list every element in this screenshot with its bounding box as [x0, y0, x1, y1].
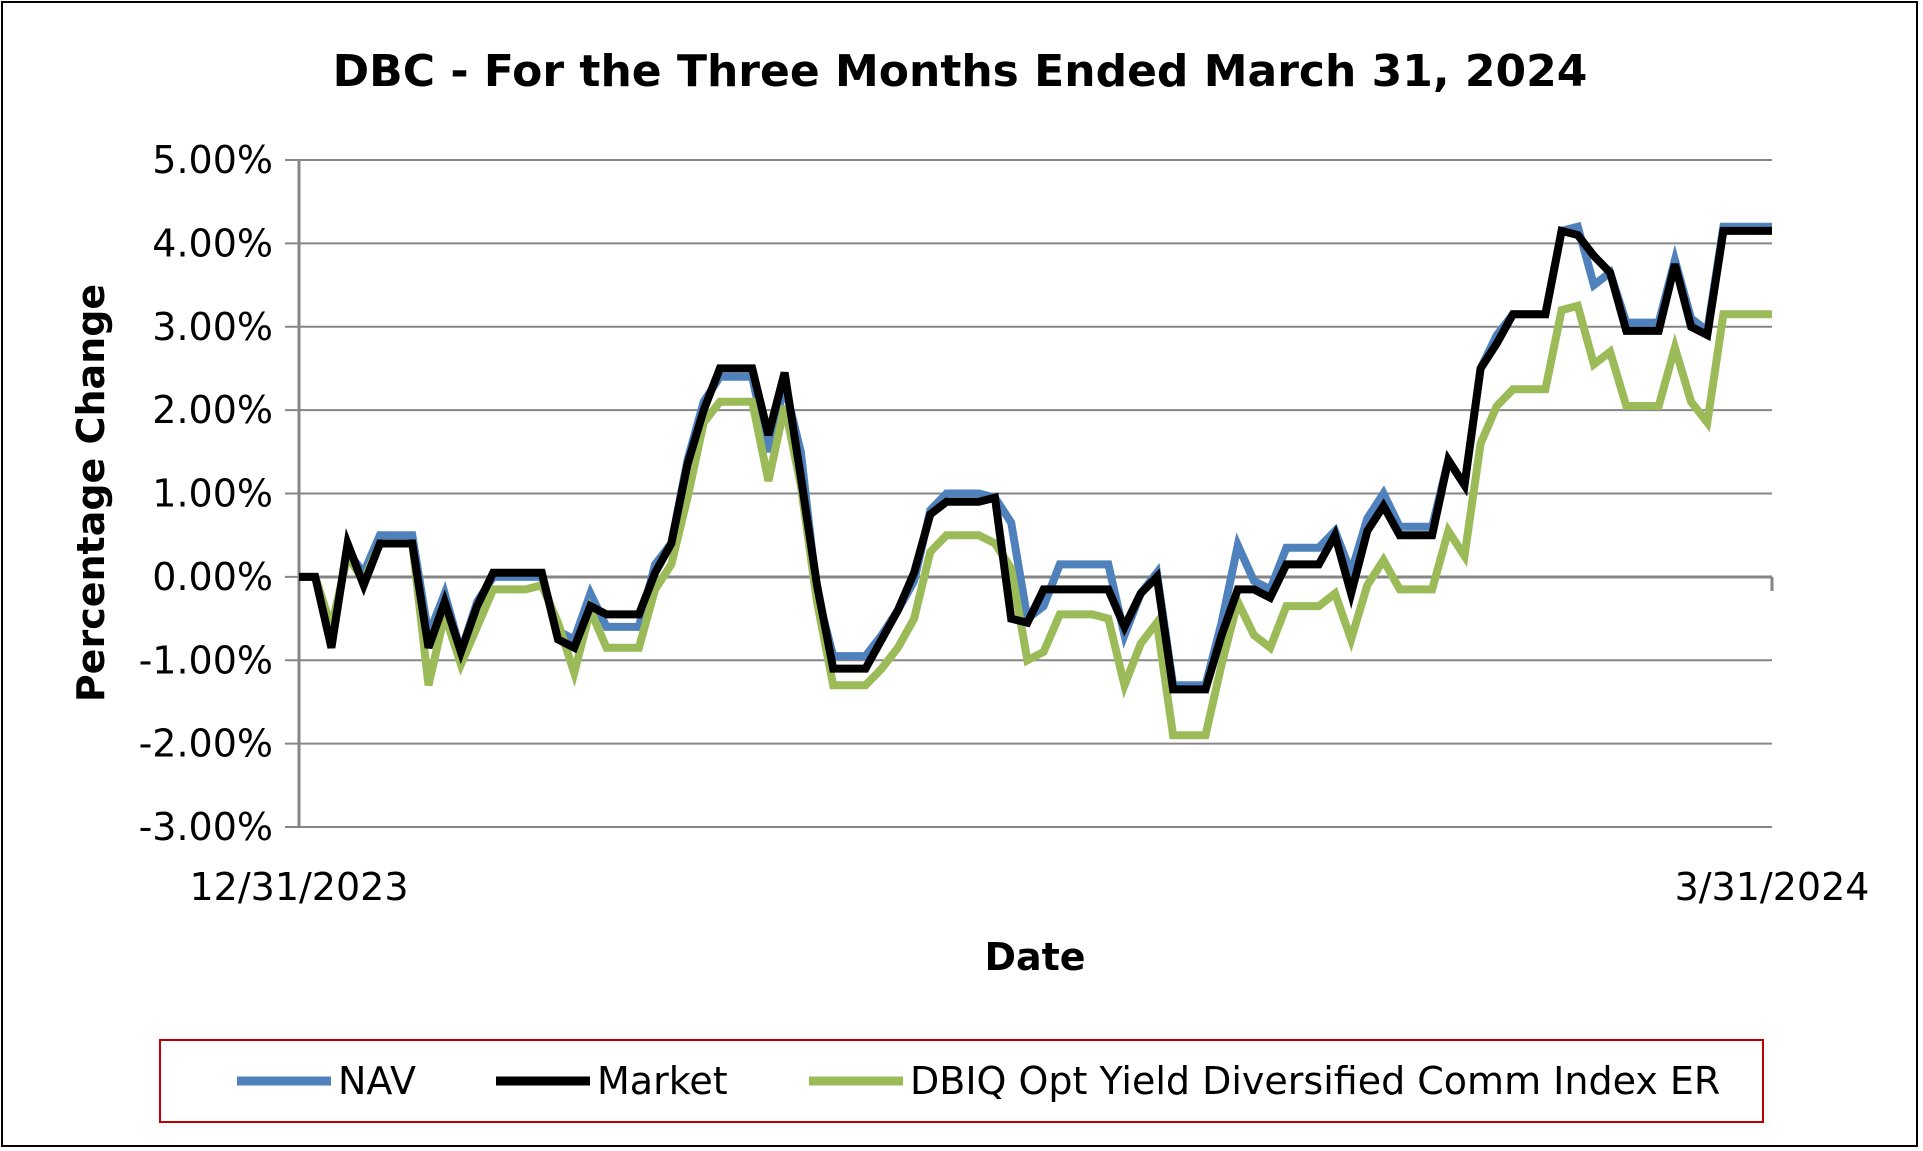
legend-box [159, 1039, 1764, 1123]
y-tick-label: 3.00% [152, 305, 273, 349]
series-line-market [299, 225, 1772, 694]
y-axis-title: Percentage Change [69, 284, 113, 702]
y-tick-label: 4.00% [152, 221, 273, 265]
legend-label-nav: NAV [338, 1059, 416, 1103]
legend: NAV Market DBIQ Opt Yield Diversified Co… [159, 1039, 1764, 1123]
y-tick-label: -3.00% [139, 805, 273, 849]
y-tick-label: -1.00% [139, 638, 273, 682]
y-tick-label: 1.00% [152, 472, 273, 516]
series-line-index [299, 301, 1772, 740]
y-tick-label: 0.00% [152, 555, 273, 599]
y-tick-label: 2.00% [152, 388, 273, 432]
legend-label-index: DBIQ Opt Yield Diversified Comm Index ER [910, 1059, 1720, 1103]
legend-label-market: Market [597, 1059, 728, 1103]
x-tick-label-end: 3/31/2024 [1675, 865, 1870, 909]
x-tick-label-start: 12/31/2023 [189, 865, 408, 909]
x-axis-title: Date [984, 935, 1085, 979]
y-tick-label: 5.00% [152, 138, 273, 182]
series-lines [299, 221, 1772, 740]
y-tick-label: -2.00% [139, 722, 273, 766]
chart-title: DBC - For the Three Months Ended March 3… [333, 46, 1588, 97]
y-tick-labels: -3.00% -2.00% -1.00% 0.00% 1.00% 2.00% 3.00% 4.… [139, 138, 273, 849]
gridlines [285, 159, 1772, 828]
